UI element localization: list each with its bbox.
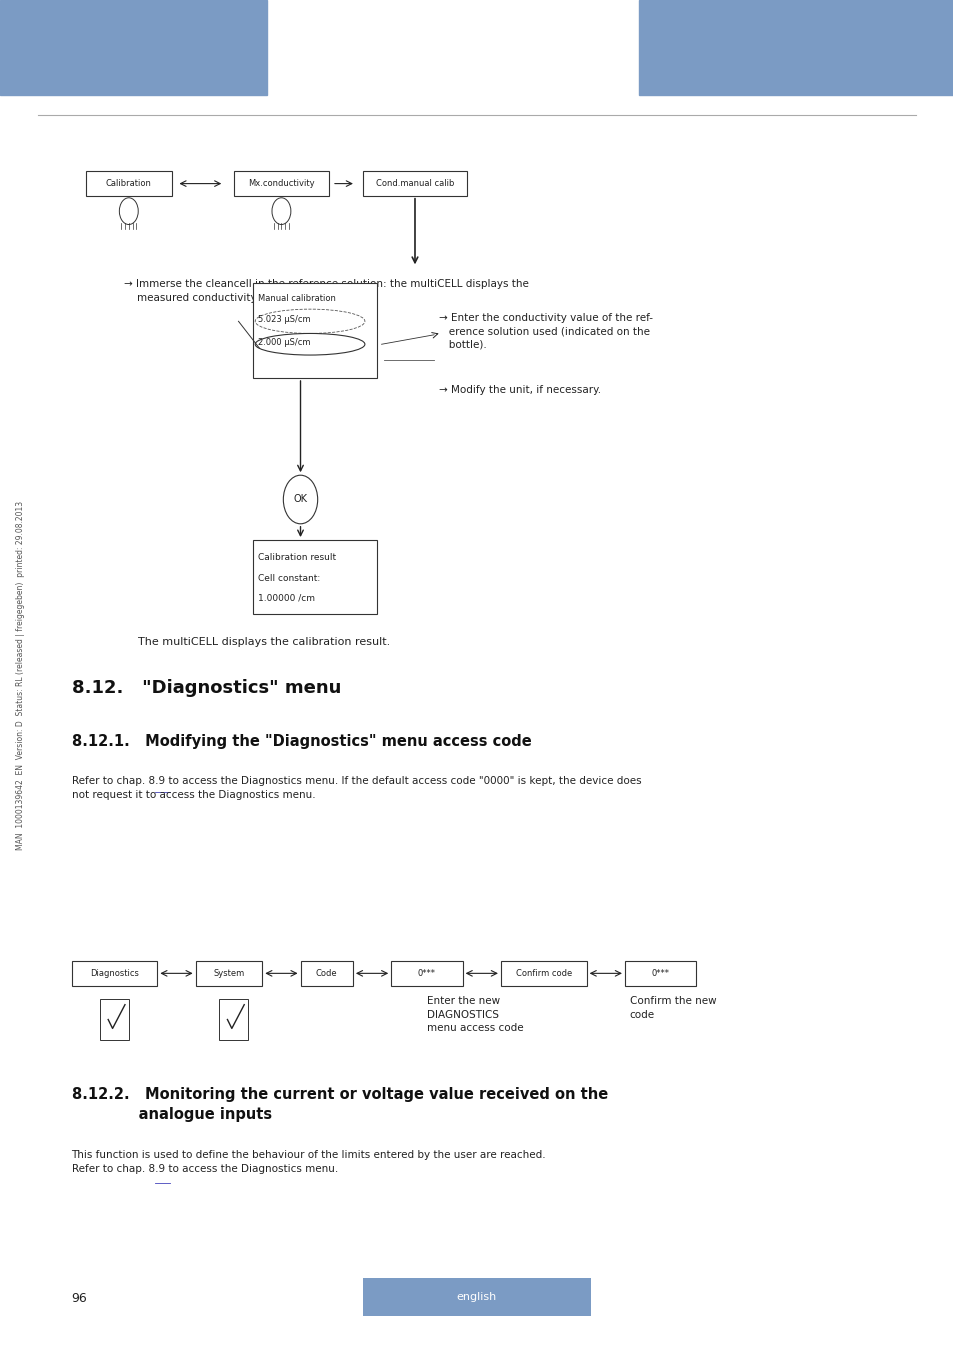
- FancyBboxPatch shape: [195, 961, 262, 986]
- FancyBboxPatch shape: [233, 171, 329, 196]
- Bar: [0, 0, 267, 95]
- Text: 8.12.2.   Monitoring the current or voltage value received on the
             a: 8.12.2. Monitoring the current or voltag…: [71, 1087, 607, 1122]
- Text: Calibration: Calibration: [106, 180, 152, 188]
- Text: This function is used to define the behaviour of the limits entered by the user : This function is used to define the beha…: [71, 1150, 546, 1174]
- Text: Adjustment and commissioning: Adjustment and commissioning: [686, 54, 862, 65]
- Text: OK: OK: [294, 494, 307, 505]
- Text: Type 8619: Type 8619: [686, 35, 774, 51]
- FancyBboxPatch shape: [624, 961, 696, 986]
- FancyBboxPatch shape: [500, 961, 586, 986]
- FancyBboxPatch shape: [300, 961, 353, 986]
- Text: 96: 96: [71, 1292, 88, 1305]
- FancyBboxPatch shape: [362, 171, 467, 196]
- Text: Enter the new
DIAGNOSTICS
menu access code: Enter the new DIAGNOSTICS menu access co…: [427, 996, 523, 1033]
- FancyBboxPatch shape: [362, 1278, 591, 1316]
- Text: Mx.conductivity: Mx.conductivity: [248, 180, 314, 188]
- Text: System: System: [213, 969, 244, 977]
- Bar: [138, 39, 146, 43]
- Text: Refer to chap. 8.9 to access the Diagnostics menu. If the default access code "0: Refer to chap. 8.9 to access the Diagnos…: [71, 776, 640, 801]
- Text: The multiCELL displays the calibration result.: The multiCELL displays the calibration r…: [138, 637, 390, 647]
- Bar: [639, 0, 953, 95]
- FancyBboxPatch shape: [86, 171, 172, 196]
- Text: 8.12.   "Diagnostics" menu: 8.12. "Diagnostics" menu: [71, 679, 340, 697]
- Text: Confirm code: Confirm code: [516, 969, 571, 977]
- Text: Code: Code: [315, 969, 337, 977]
- Bar: [100, 999, 129, 1041]
- Text: 0***: 0***: [651, 969, 669, 977]
- Bar: [148, 38, 155, 43]
- Text: 0***: 0***: [417, 969, 436, 977]
- Text: Manual calibration: Manual calibration: [257, 294, 335, 304]
- FancyBboxPatch shape: [391, 961, 462, 986]
- Text: bürkert: bürkert: [124, 38, 229, 62]
- Text: FLUID CONTROL SYSTEMS: FLUID CONTROL SYSTEMS: [132, 62, 221, 68]
- Text: 8.12.1.   Modifying the "Diagnostics" menu access code: 8.12.1. Modifying the "Diagnostics" menu…: [71, 734, 531, 749]
- Text: english: english: [456, 1292, 497, 1303]
- Text: → Enter the conductivity value of the ref-
   erence solution used (indicated on: → Enter the conductivity value of the re…: [438, 313, 652, 350]
- Text: → Modify the unit, if necessary.: → Modify the unit, if necessary.: [438, 385, 600, 394]
- Text: 5.023 μS/cm: 5.023 μS/cm: [257, 316, 310, 324]
- Text: Confirm the new
code: Confirm the new code: [629, 996, 716, 1019]
- FancyBboxPatch shape: [71, 961, 157, 986]
- Bar: [167, 35, 174, 43]
- Text: Cond.manual calib: Cond.manual calib: [375, 180, 454, 188]
- Text: Diagnostics: Diagnostics: [90, 969, 139, 977]
- Text: MAN  1000139642  EN  Version: D  Status: RL (released | freigegeben)  printed: 2: MAN 1000139642 EN Version: D Status: RL …: [16, 501, 26, 849]
- Bar: [219, 999, 248, 1041]
- Text: → Immerse the cleancell in the reference solution: the multiCELL displays the
  : → Immerse the cleancell in the reference…: [124, 279, 528, 302]
- Text: Cell constant:: Cell constant:: [257, 574, 319, 583]
- Text: 1.00000 /cm: 1.00000 /cm: [257, 594, 314, 603]
- Text: Calibration result: Calibration result: [257, 554, 335, 563]
- Bar: [253, 284, 376, 378]
- Bar: [253, 540, 376, 614]
- Bar: [157, 36, 165, 43]
- Text: 2.000 μS/cm: 2.000 μS/cm: [257, 339, 310, 347]
